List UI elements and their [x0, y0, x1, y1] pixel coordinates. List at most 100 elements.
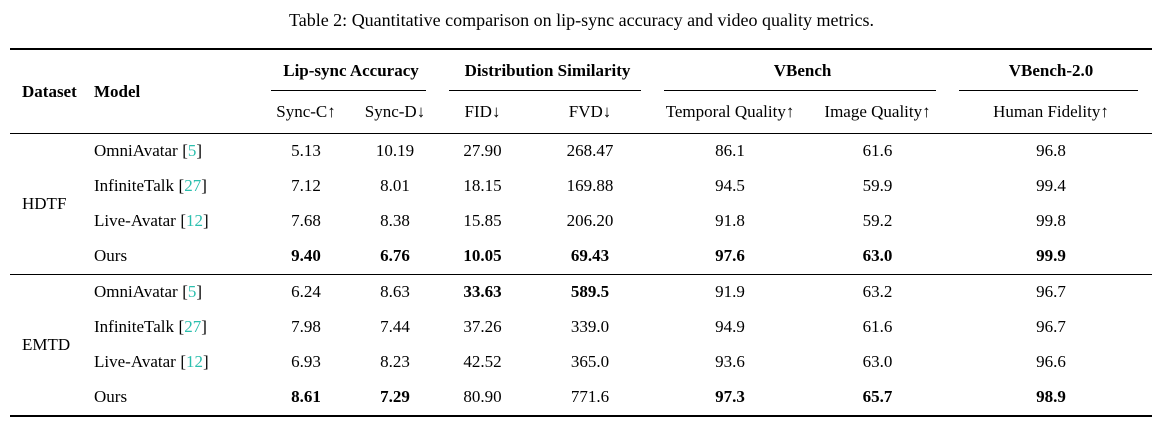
citation-link[interactable]: 27	[184, 176, 202, 195]
metric-cell: 96.6	[1036, 352, 1066, 371]
table-row: EMTD OmniAvatar [5] 6.24 8.63 33.63 589.5…	[10, 274, 1153, 416]
metric-cell: 97.6	[715, 246, 745, 265]
metric-cell: 206.20	[566, 211, 614, 230]
metric-cell: 59.9	[862, 176, 893, 195]
citation-bracket: [	[182, 141, 188, 160]
metric-cell: 339.0	[570, 317, 610, 336]
group-header-label: Lip-sync Accuracy	[283, 61, 419, 80]
metric-cell: 96.7	[950, 274, 1153, 310]
metric-cell: 7.12	[291, 176, 321, 195]
model-name: OmniAvatar	[94, 141, 178, 160]
metric-cell: 99.4	[1036, 176, 1066, 195]
metric-cell: 268.47	[525, 133, 656, 169]
citation-link[interactable]: 12	[185, 352, 203, 371]
citation-bracket: ]	[201, 176, 207, 195]
citation-bracket: ]	[196, 282, 203, 301]
metric-cell: 169.88	[566, 176, 614, 195]
table-row: InfiniteTalk [27] 7.98 7.44 37.26 339.0 9…	[10, 310, 1152, 345]
citation-link[interactable]: 27	[184, 317, 202, 336]
subheader-row: Sync-C↑ Sync-D↓ FID↓ FVD↓ Temporal Quali…	[10, 91, 1152, 134]
citation-bracket: ]	[201, 317, 207, 336]
model-cell: OmniAvatar [5]	[88, 133, 262, 169]
metric-cell: 6.93	[291, 352, 321, 371]
col-header-model: Model	[94, 82, 141, 101]
dataset-cell-emtd: EMTD	[10, 274, 88, 416]
table-caption: Table 2: Quantitative comparison on lip-…	[288, 10, 875, 30]
model-cell: Live-Avatar [12]	[88, 204, 262, 239]
metric-cell: 61.6	[862, 317, 893, 336]
metric-cell: 15.85	[463, 211, 502, 230]
model-cell: InfiniteTalk [27]	[88, 169, 262, 204]
metric-cell: 42.52	[463, 352, 502, 371]
citation-bracket: [	[180, 211, 186, 230]
metric-cell: 7.98	[291, 317, 321, 336]
model-cell: Live-Avatar [12]	[88, 345, 262, 380]
metric-cell: 9.40	[291, 246, 321, 265]
metric-cell: 96.8	[950, 133, 1153, 169]
table-row: InfiniteTalk [27] 7.12 8.01 18.15 169.88 …	[10, 169, 1152, 204]
citation-bracket: [	[178, 317, 185, 336]
table-row: Ours 8.61 7.29 80.90 771.6 97.3 65.7 98.…	[10, 380, 1152, 416]
model-cell: OmniAvatar [5]	[88, 274, 262, 310]
model-cell: Ours	[88, 380, 262, 416]
metric-cell: 91.8	[715, 211, 745, 230]
metric-cell: 63.2	[805, 274, 951, 310]
results-table: Dataset Model Lip-sync Accuracy Distribu…	[10, 48, 1153, 417]
model-cell: InfiniteTalk [27]	[88, 310, 262, 345]
table-header: Dataset Model Lip-sync Accuracy Distribu…	[10, 49, 1152, 134]
metric-cell: 7.44	[380, 317, 410, 336]
citation-bracket: [	[180, 352, 186, 371]
metric-cell: 18.15	[463, 176, 502, 195]
metric-cell: 8.61	[291, 387, 321, 406]
table-row: Live-Avatar [12] 6.93 8.23 42.52 365.0 93…	[10, 345, 1152, 380]
metric-cell: 27.90	[440, 133, 525, 169]
subheader-sync-c: Sync-C↑	[276, 102, 336, 121]
model-name: InfiniteTalk	[94, 176, 175, 195]
metric-cell: 5.13	[262, 133, 350, 169]
group-header-distribution-similarity: Distribution Similarity	[440, 49, 655, 91]
table-row: HDTF OmniAvatar [5] 5.13 10.19 27.90 268.…	[10, 133, 1153, 275]
metric-cell: 99.8	[1036, 211, 1066, 230]
citation-link[interactable]: 5	[187, 282, 197, 301]
group-header-label: VBench-2.0	[1008, 61, 1094, 80]
citation-link[interactable]: 5	[187, 141, 197, 160]
metric-cell: 6.76	[380, 246, 410, 265]
group-header-vbench: VBench	[655, 49, 950, 91]
metric-cell: 37.26	[463, 317, 502, 336]
dataset-cell-hdtf: HDTF	[10, 133, 88, 275]
metric-cell: 63.0	[862, 246, 893, 265]
metric-cell: 7.68	[291, 211, 321, 230]
citation-bracket: [	[182, 282, 188, 301]
metric-cell: 7.29	[380, 387, 410, 406]
group-header-row: Dataset Model Lip-sync Accuracy Distribu…	[10, 49, 1152, 101]
metric-cell: 80.90	[463, 387, 502, 406]
model-name: Live-Avatar	[94, 211, 176, 230]
table-body: HDTF OmniAvatar [5] 5.13 10.19 27.90 268.…	[10, 133, 1153, 416]
metric-cell: 365.0	[570, 352, 610, 371]
metric-cell: 65.7	[862, 387, 893, 406]
citation-link[interactable]: 12	[185, 211, 203, 230]
model-name: Live-Avatar	[94, 352, 176, 371]
metric-cell: 99.9	[1036, 246, 1066, 265]
citation-bracket: ]	[202, 352, 209, 371]
group-header-vbench-2-0: VBench-2.0	[950, 49, 1152, 91]
group-header-label: Distribution Similarity	[464, 61, 631, 80]
metric-cell: 98.9	[1036, 387, 1066, 406]
subheader-fvd: FVD↓	[568, 102, 612, 121]
metric-cell: 91.9	[655, 274, 806, 310]
model-name: OmniAvatar	[94, 282, 178, 301]
metric-cell: 8.38	[380, 211, 410, 230]
metric-cell: 10.19	[350, 133, 440, 169]
citation-bracket: ]	[196, 141, 203, 160]
metric-cell: 10.05	[463, 246, 502, 265]
col-header-dataset: Dataset	[22, 82, 77, 101]
subheader-fid: FID↓	[464, 102, 501, 121]
table-row: Ours 9.40 6.76 10.05 69.43 97.6 63.0 99.…	[10, 239, 1152, 275]
table-row: Live-Avatar [12] 7.68 8.38 15.85 206.20 9…	[10, 204, 1152, 239]
subheader-temporal-quality: Temporal Quality↑	[665, 102, 795, 121]
metric-cell: 96.7	[1036, 317, 1066, 336]
metric-cell: 63.0	[862, 352, 893, 371]
metric-cell: 94.5	[715, 176, 745, 195]
metric-cell: 771.6	[570, 387, 610, 406]
group-header-label: VBench	[773, 61, 832, 80]
